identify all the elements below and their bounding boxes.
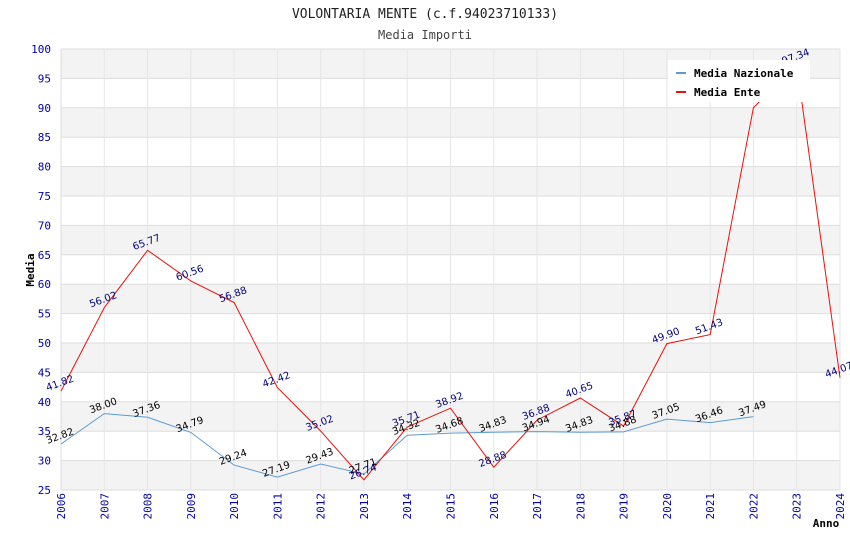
- x-axis-label: Anno: [813, 517, 840, 530]
- y-tick-label: 60: [38, 278, 51, 291]
- x-tick-label: 2013: [358, 493, 371, 520]
- y-tick-label: 70: [38, 219, 51, 232]
- chart-title: VOLONTARIA MENTE (c.f.94023710133): [292, 7, 558, 22]
- x-tick-label: 2024: [834, 493, 847, 520]
- x-tick-label: 2018: [574, 493, 587, 520]
- y-tick-label: 45: [38, 366, 51, 379]
- y-tick-label: 100: [31, 43, 51, 56]
- x-tick-label: 2021: [704, 493, 717, 520]
- y-tick-label: 95: [38, 72, 51, 85]
- x-tick-label: 2008: [142, 493, 155, 520]
- x-tick-label: 2023: [791, 493, 804, 520]
- y-tick-label: 55: [38, 308, 51, 321]
- legend: Media Nazionale Media Ente: [668, 60, 810, 102]
- x-tick-label: 2015: [445, 493, 458, 520]
- x-tick-label: 2007: [98, 493, 111, 520]
- y-tick-label: 65: [38, 249, 51, 262]
- x-tick-label: 2009: [185, 493, 198, 520]
- y-tick-label: 75: [38, 190, 51, 203]
- y-tick-label: 25: [38, 484, 51, 497]
- x-tick-label: 2017: [531, 493, 544, 520]
- series-line-media-nazionale: [60, 413, 754, 478]
- y-axis-ticks: 25 30 35 40 45 50 55 60 65 70 75 80 85 90 95 100: [31, 43, 51, 497]
- legend-label: Media Ente: [694, 86, 761, 99]
- y-tick-label: 30: [38, 455, 51, 468]
- data-label: 42.42: [261, 370, 292, 390]
- chart-subtitle: Media Importi: [378, 28, 472, 42]
- x-tick-label: 2016: [488, 493, 501, 520]
- x-axis-ticks: 2006 2007 2008 2009 2010 2011 2012 2013 2014 2015…: [55, 493, 847, 520]
- x-tick-label: 2019: [618, 493, 631, 520]
- y-tick-label: 50: [38, 337, 51, 350]
- y-tick-label: 90: [38, 102, 51, 115]
- x-tick-label: 2010: [228, 493, 241, 520]
- legend-box: [668, 60, 810, 102]
- y-tick-label: 85: [38, 131, 51, 144]
- legend-label: Media Nazionale: [694, 67, 794, 80]
- data-label: 40.65: [564, 381, 595, 401]
- y-axis-label: Media: [24, 253, 37, 286]
- x-tick-label: 2006: [55, 493, 68, 520]
- x-tick-label: 2014: [401, 493, 414, 520]
- series-lines: [60, 63, 841, 481]
- y-tick-label: 35: [38, 425, 51, 438]
- x-tick-label: 2012: [315, 493, 328, 520]
- x-tick-label: 2011: [271, 493, 284, 520]
- x-tick-label: 2020: [661, 493, 674, 520]
- x-tick-label: 2022: [747, 493, 760, 520]
- y-tick-label: 80: [38, 161, 51, 174]
- series-line-media-ente: [60, 63, 841, 481]
- y-tick-label: 40: [38, 396, 51, 409]
